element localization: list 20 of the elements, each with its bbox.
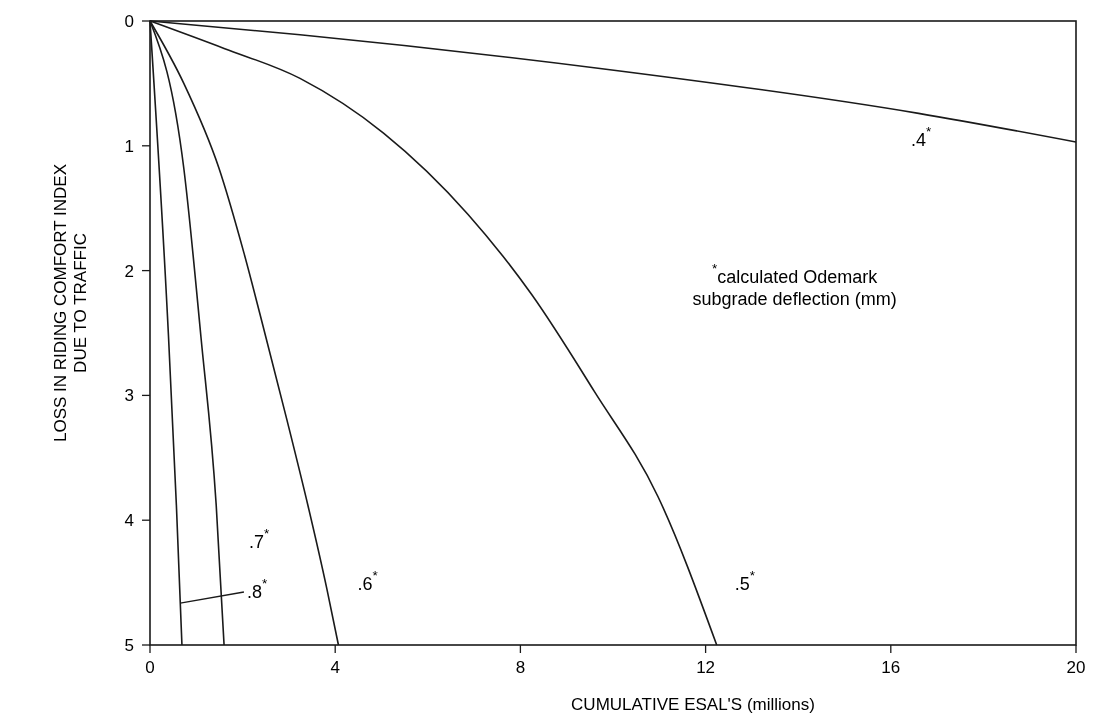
x-tick-label: 12 <box>696 658 716 677</box>
series-label: .5$^{*}$ <box>734 568 756 594</box>
legend-label: .8$^{*}$ <box>246 576 268 602</box>
y-tick-label: 0 <box>124 11 134 31</box>
x-tick-label: 16 <box>881 658 901 677</box>
y-tick-label: 2 <box>124 261 134 281</box>
x-tick-label: 8 <box>515 658 526 677</box>
x-tick-label: 4 <box>330 658 340 677</box>
x-tick-label: 20 <box>1066 658 1086 677</box>
x-tick-label: 0 <box>145 658 155 677</box>
series-label: .6$^{*}$ <box>357 568 379 594</box>
y-tick-label: 1 <box>124 136 134 156</box>
series-label: .4$^{*}$ <box>911 124 933 151</box>
annotation: $^{*}$calculated Odemark subgrade deflection (mm) <box>692 261 897 309</box>
y-tick-label: 5 <box>124 635 134 655</box>
y-tick-label: 3 <box>124 386 134 406</box>
series-label: .7$^{*}$ <box>249 526 271 552</box>
y-tick-label: 4 <box>124 511 134 531</box>
y-axis-title: LOSS IN RIDING COMFORT INDEX DUE TO TRAFFIC <box>51 163 90 443</box>
x-axis-title: CUMULATIVE ESAL'S (millions) <box>571 695 815 714</box>
